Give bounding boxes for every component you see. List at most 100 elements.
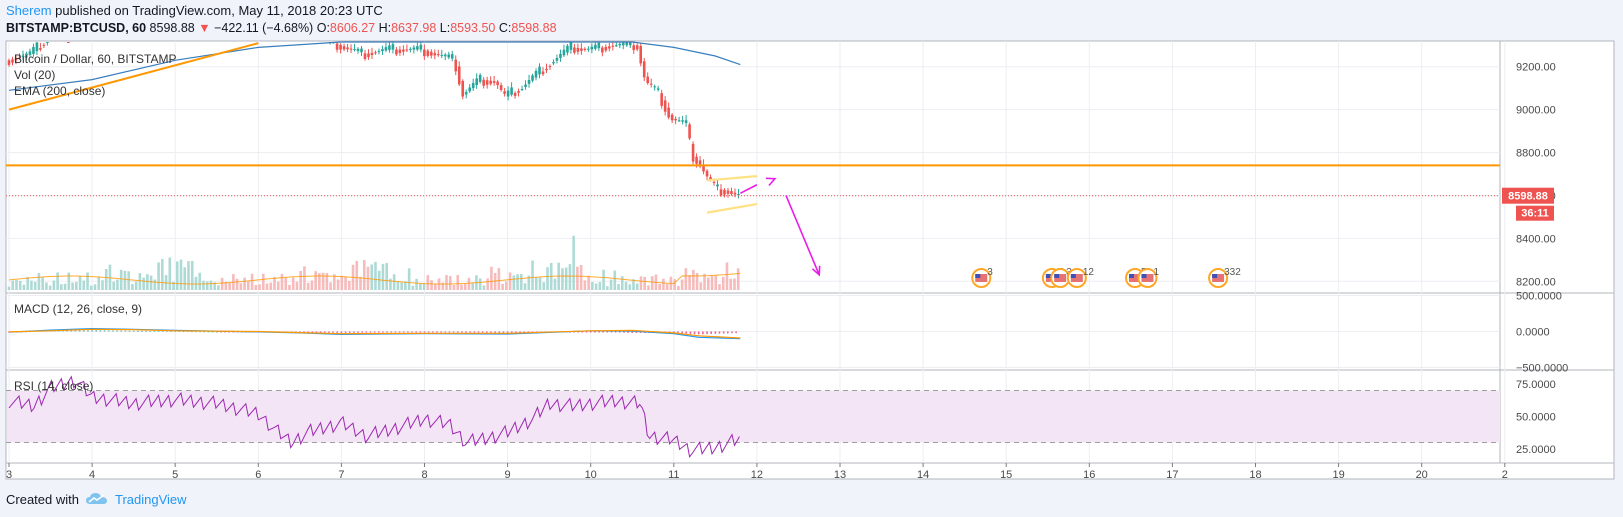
event-count-label: 1 [1153, 267, 1159, 278]
x-tick-label: 11 [668, 469, 679, 481]
candle-body [346, 47, 349, 50]
volume-bar [153, 279, 157, 290]
macd-histogram-bar [344, 331, 347, 333]
volume-bar [411, 285, 415, 290]
macd-histogram-bar [415, 331, 417, 333]
volume-bar [190, 261, 194, 290]
candle-body [416, 46, 419, 50]
candle-body [433, 52, 437, 56]
author-name[interactable]: Sherem [6, 3, 52, 18]
candle-body [698, 160, 702, 167]
candle-body [635, 45, 639, 50]
candle-body [583, 48, 587, 50]
macd-histogram-bar [498, 331, 501, 333]
volume-bar [194, 276, 198, 290]
x-tick-label: 8 [421, 469, 427, 481]
candle-body [614, 45, 618, 47]
event-count-label: 12 [1083, 267, 1095, 278]
macd-histogram-bar [440, 331, 442, 333]
volume-bar [419, 283, 422, 290]
economic-events[interactable]: 3731251332 [971, 267, 1241, 288]
event-count-label: 3 [987, 267, 993, 278]
volume-bar [572, 235, 575, 290]
volume-bar [228, 282, 231, 290]
x-tick-label: 17 [1166, 469, 1178, 481]
x-tick-label: 13 [834, 469, 846, 481]
x-tick-label: 16 [1083, 469, 1095, 481]
candle-body [517, 91, 520, 93]
volume-bar [523, 283, 527, 290]
volume-bar [377, 270, 381, 290]
axes: 3 4 5 6 7 8 9 10 11 12 13 14 15 16 17 18 19 20 29200.00900… [6, 62, 1568, 481]
last-price: 8598.88 [149, 21, 195, 35]
candle-body [604, 46, 608, 51]
volume-bar [546, 267, 549, 290]
macd-histogram-bar [319, 331, 322, 333]
candle-body [21, 55, 25, 57]
volume-bar [452, 284, 456, 290]
flag-stripes [1129, 274, 1142, 282]
volume-bar [564, 267, 568, 290]
macd-legend: MACD (12, 26, close, 9) [14, 302, 142, 316]
candle-body [395, 49, 398, 55]
tradingview-brand[interactable]: TradingView [114, 491, 187, 507]
macd-histogram-bar [677, 331, 679, 334]
candle-body [423, 49, 426, 57]
macd-histogram-bar [407, 331, 409, 333]
countdown-badge [1516, 205, 1554, 221]
published-text: published on TradingView.com, May 11, 20… [51, 3, 383, 18]
volume-bar [45, 282, 48, 290]
volume-bar [482, 285, 486, 290]
macd-histogram-bar [340, 331, 343, 333]
volume-bar [725, 262, 729, 290]
high-value: 8637.98 [391, 21, 437, 35]
volume-bar [617, 284, 620, 290]
volume-bar [389, 278, 392, 290]
macd-histogram-bar [610, 331, 613, 333]
candle-body [35, 42, 39, 52]
macd-histogram-bar [228, 331, 231, 333]
y-tick-label: 50.0000 [1516, 412, 1556, 424]
volume-bar [149, 275, 153, 290]
volume-bar [467, 277, 471, 290]
x-tick-label: 6 [255, 469, 261, 481]
volume-bar [602, 269, 605, 290]
macd-histogram-bar [124, 330, 127, 332]
macd-histogram-bar [348, 331, 351, 333]
candle-body [471, 82, 475, 89]
volume-bar [456, 275, 460, 290]
volume-bar [620, 276, 624, 290]
macd-histogram-bar [132, 330, 135, 332]
rsi-pane [6, 375, 1500, 458]
macd-histogram-bar [490, 331, 492, 333]
candle-body [705, 170, 709, 177]
x-tick-label: 5 [172, 469, 178, 481]
volume-bar [82, 280, 86, 290]
candle-body [601, 47, 604, 53]
macd-histogram-bar [137, 330, 139, 332]
macd-histogram-bar [577, 331, 580, 333]
volume-bar [516, 274, 519, 290]
macd-histogram-bar [353, 331, 355, 333]
volume-bar [254, 285, 258, 290]
macd-histogram-bar [473, 331, 476, 333]
macd-histogram-bar [78, 330, 81, 332]
volume-bar [542, 282, 546, 290]
down-triangle-icon: ▼ [198, 21, 211, 35]
candle-body [674, 118, 677, 121]
y-tick-label: 25.0000 [1516, 444, 1556, 456]
macd-histogram-bar [581, 331, 584, 333]
candle-body [388, 45, 391, 50]
candle-body [552, 62, 555, 64]
candle-body [454, 59, 458, 72]
volume-bar [460, 284, 463, 290]
volume-bar [463, 283, 467, 290]
candle-body [534, 70, 538, 78]
x-tick-label: 19 [1332, 469, 1344, 481]
volume-bar [318, 273, 321, 290]
candle-body [461, 80, 465, 97]
volume-bar [284, 277, 288, 290]
volume-bar [134, 281, 138, 290]
flag-canton [1212, 274, 1218, 278]
